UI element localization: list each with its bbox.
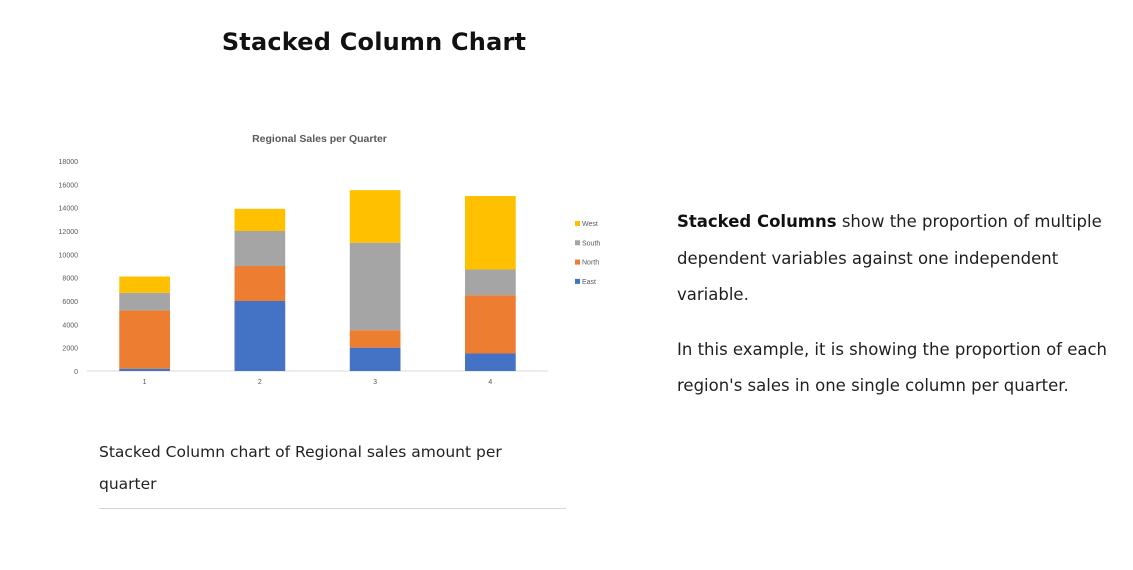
chart-svg: Regional Sales per Quarter 0 2000 4000 6000 8… (59, 133, 601, 386)
bar-west-q1 (119, 276, 170, 293)
bar-north-q3 (349, 330, 401, 348)
x-tick-label: 4 (488, 379, 492, 386)
legend-swatch-south (575, 240, 580, 246)
bar-north-q1 (119, 310, 170, 369)
bar-west-q3 (349, 190, 401, 243)
legend-label-north: North (582, 260, 599, 267)
bar-south-q4 (465, 269, 516, 296)
y-tick-label: 2000 (62, 346, 78, 353)
legend-label-west: West (582, 221, 598, 228)
bar-east-q2 (234, 301, 286, 371)
bar-west-q4 (465, 196, 516, 270)
y-tick-label: 18000 (59, 159, 79, 166)
description-term: Stacked Columns (677, 212, 837, 231)
bar-south-q3 (349, 242, 401, 331)
stacked-column-chart: Regional Sales per Quarter 0 2000 4000 6000 8… (50, 122, 625, 392)
description-paragraph-1: Stacked Columns show the proportion of m… (677, 204, 1117, 314)
legend-swatch-west (575, 221, 580, 226)
legend-swatch-east (575, 278, 580, 284)
legend-label-south: South (582, 240, 600, 247)
y-tick-label: 14000 (59, 206, 79, 213)
bar-east-q4 (465, 353, 516, 371)
description-panel: Stacked Columns show the proportion of m… (677, 204, 1117, 423)
x-tick-label: 3 (373, 379, 377, 386)
caption-divider (99, 508, 566, 509)
legend-swatch-north (575, 259, 580, 265)
bar-north-q4 (465, 295, 516, 354)
bar-south-q2 (234, 231, 286, 266)
chart-caption: Stacked Column chart of Regional sales a… (99, 443, 502, 493)
y-tick-label: 8000 (62, 276, 78, 283)
bar-east-q3 (349, 347, 401, 371)
bar-south-q1 (119, 292, 170, 311)
y-tick-label: 12000 (59, 229, 79, 236)
page-title: Stacked Column Chart (221, 28, 527, 56)
y-tick-label: 16000 (59, 182, 79, 189)
description-text-1: show the proportion of multiple dependen… (677, 212, 1102, 304)
y-tick-label: 4000 (62, 322, 78, 329)
y-tick-label: 0 (74, 369, 78, 376)
legend-label-east: East (582, 279, 596, 286)
x-tick-label: 1 (143, 379, 147, 386)
bar-north-q2 (234, 266, 286, 301)
chart-title: Regional Sales per Quarter (252, 133, 387, 145)
y-tick-label: 10000 (59, 252, 79, 259)
description-paragraph-2: In this example, it is showing the propo… (677, 339, 1108, 396)
bar-west-q2 (234, 208, 286, 231)
bar-east-q1 (119, 368, 170, 371)
x-tick-label: 2 (258, 379, 262, 386)
y-tick-label: 6000 (62, 299, 78, 306)
